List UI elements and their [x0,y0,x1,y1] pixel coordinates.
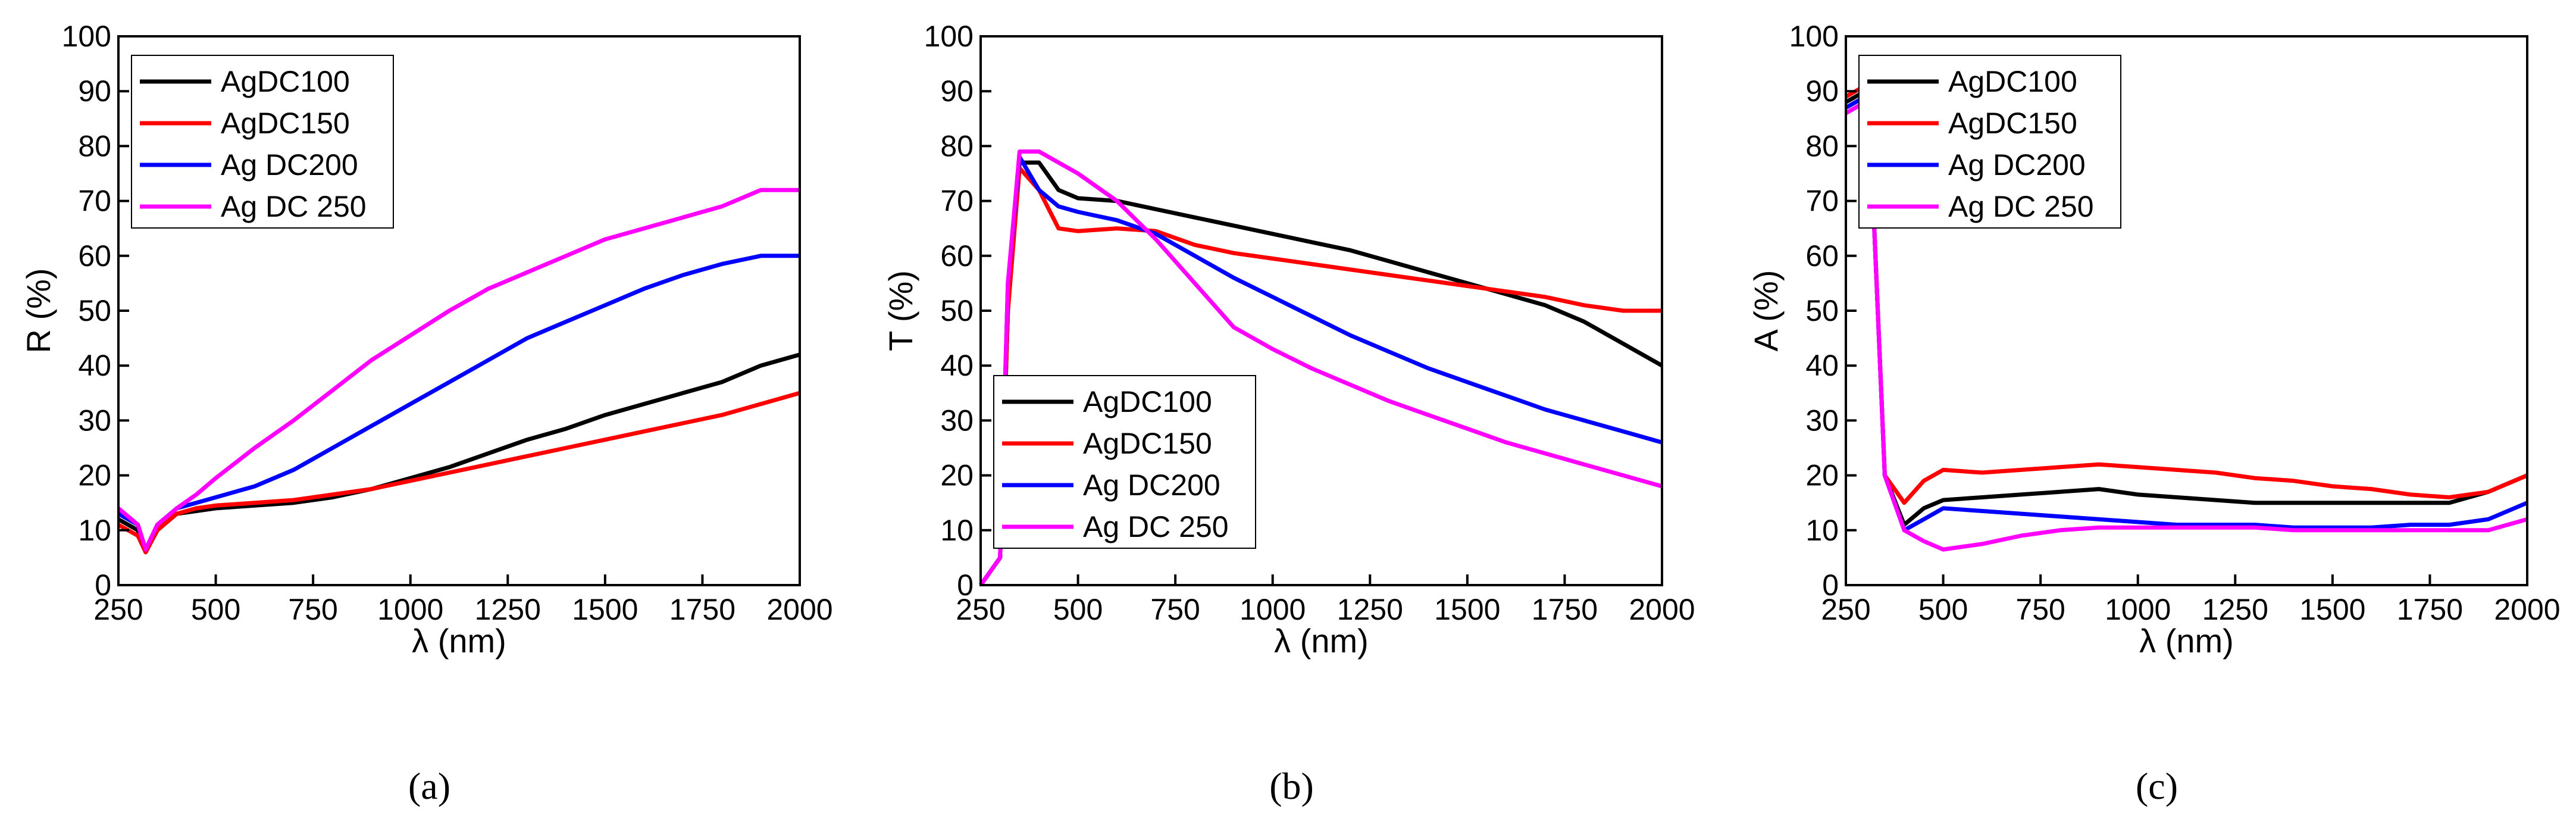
legend-box [1858,55,2121,229]
y-tick-label: 40 [1805,349,1839,382]
legend-label: AgDC150 [1948,107,2077,140]
y-tick-label: 60 [1805,239,1839,273]
x-axis-label: λ (nm) [412,622,506,660]
y-tick-label: 30 [1805,404,1839,437]
legend-label: Ag DC200 [1948,148,2086,182]
x-axis-label: λ (nm) [2139,622,2234,660]
data-line [979,160,1663,587]
x-tick-label: 250 [956,593,1005,626]
x-tick-label: 2000 [1629,593,1695,626]
x-tick-label: 1250 [475,593,541,626]
y-tick-label: 70 [78,185,111,218]
legend-label: Ag DC200 [221,148,358,182]
data-line [979,149,1663,587]
y-tick-label: 20 [940,459,974,492]
x-tick-label: 1500 [1434,593,1500,626]
x-tick-label: 1750 [2397,593,2463,626]
x-tick-label: 750 [288,593,337,626]
y-tick-label: 50 [1805,294,1839,327]
data-line [117,188,800,552]
y-tick-label: 90 [1805,74,1839,108]
x-tick-label: 1000 [1240,593,1306,626]
y-tick-label: 100 [62,20,111,53]
y-tick-label: 0 [95,568,111,602]
x-tick-label: 1000 [2105,593,2171,626]
legend-box [993,375,1256,549]
data-line [979,165,1662,587]
caption: (c) [2136,765,2178,807]
data-line [117,390,800,555]
y-tick-label: 50 [940,294,974,327]
y-tick-label: 30 [78,404,111,437]
legend-label: Ag DC 250 [221,190,367,223]
x-tick-label: 750 [1150,593,1200,626]
x-tick-label: 1750 [669,593,735,626]
x-tick-label: 1250 [1337,593,1403,626]
y-tick-label: 10 [78,514,111,547]
x-tick-label: 250 [93,593,143,626]
y-tick-label: 80 [940,129,974,162]
y-tick-label: 30 [940,404,974,437]
y-tick-label: 0 [1822,568,1839,602]
y-tick-label: 60 [940,239,974,273]
legend-label: AgDC150 [1083,427,1212,460]
y-tick-label: 90 [940,74,974,108]
caption: (b) [1269,765,1314,807]
x-tick-label: 1500 [572,593,638,626]
data-line [117,352,800,555]
x-tick-label: 1750 [1532,593,1598,626]
legend-label: AgDC100 [221,65,350,98]
x-tick-label: 750 [2015,593,2065,626]
legend-label: Ag DC 250 [1083,510,1229,543]
x-tick-label: 500 [1918,593,1968,626]
y-tick-label: 100 [1789,20,1839,53]
y-axis-label: R (%) [20,268,57,353]
y-tick-label: 40 [940,349,974,382]
x-tick-label: 1250 [2202,593,2268,626]
x-tick-label: 1500 [2299,593,2365,626]
y-tick-label: 20 [1805,459,1839,492]
panel: 0 10 20 30 40 50 60 70 80 90 100 250 500 750 1000 1250 1… [882,20,1695,807]
y-tick-label: 100 [924,20,974,53]
y-tick-label: 70 [1805,185,1839,218]
x-tick-label: 2000 [766,593,832,626]
legend-label: AgDC100 [1083,385,1212,418]
caption: (a) [408,765,450,807]
data-line [1845,83,2528,505]
legend-label: Ag DC 250 [1948,190,2094,223]
legend-box [131,55,394,229]
x-tick-label: 250 [1821,593,1870,626]
x-tick-label: 2000 [2494,593,2560,626]
data-line [1845,100,2528,552]
y-tick-label: 10 [1805,514,1839,547]
legend-label: AgDC150 [221,107,350,140]
panel: 0 10 20 30 40 50 60 70 80 90 100 250 500 750 1000 1250 1… [20,20,833,807]
y-tick-label: 50 [78,294,111,327]
y-tick-label: 20 [78,459,111,492]
y-tick-label: 60 [78,239,111,273]
y-tick-label: 70 [940,185,974,218]
x-axis-label: λ (nm) [1274,622,1369,660]
panel: 0 10 20 30 40 50 60 70 80 90 100 250 500 750 1000 1250 1… [1747,20,2561,807]
y-tick-label: 10 [940,514,974,547]
y-tick-label: 80 [1805,129,1839,162]
x-tick-label: 1000 [377,593,443,626]
x-tick-label: 500 [1053,593,1103,626]
legend-label: Ag DC200 [1083,468,1220,502]
x-tick-label: 500 [191,593,240,626]
legend-label: AgDC100 [1948,65,2077,98]
y-tick-label: 90 [78,74,111,108]
data-line [979,155,1663,587]
y-axis-label: T (%) [882,270,919,351]
y-tick-label: 40 [78,349,111,382]
y-tick-label: 80 [78,129,111,162]
y-axis-label: A (%) [1747,270,1785,352]
y-tick-label: 0 [957,568,974,602]
